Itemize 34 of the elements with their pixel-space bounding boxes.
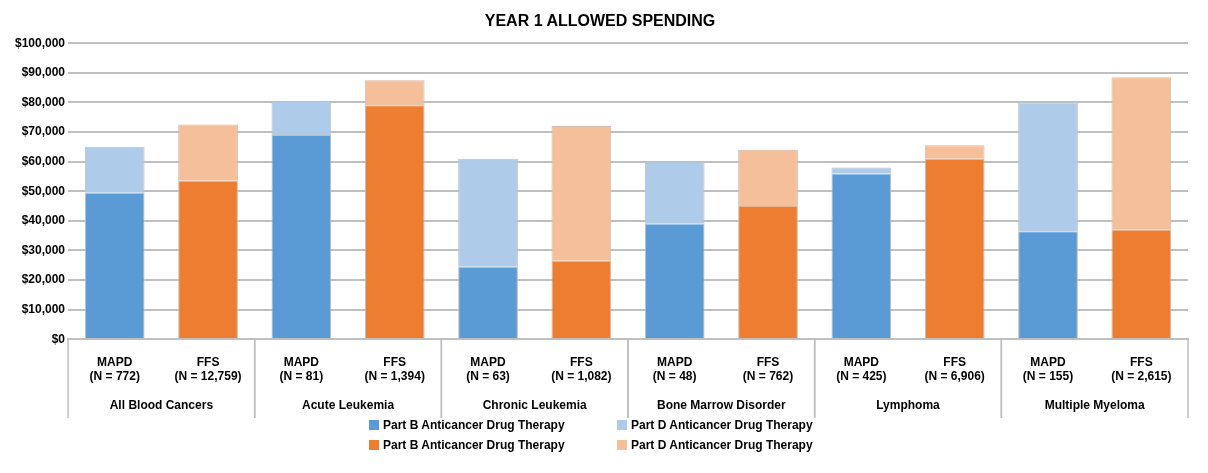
y-tick-label: $50,000 — [21, 183, 66, 198]
y-tick-label: $80,000 — [21, 94, 66, 109]
y-tick-label: $60,000 — [21, 153, 66, 168]
x-tick-label: MAPD (N = 63) — [466, 354, 510, 384]
x-tick-label: MAPD (N = 155) — [1022, 354, 1074, 384]
y-tick-label: $10,000 — [21, 301, 66, 316]
x-tick-label: FFS (N = 12,759) — [174, 354, 242, 384]
x-tick-label: MAPD (N = 81) — [279, 354, 324, 384]
x-tick-label: FFS (N = 6,906) — [924, 354, 985, 384]
x-tick-label: FFS (N = 2,615) — [1111, 354, 1172, 384]
legend-label: Part D Anticancer Drug Therapy — [631, 418, 813, 432]
legend-label: Part B Anticancer Drug Therapy — [383, 418, 565, 432]
chart-title: YEAR 1 ALLOWED SPENDING — [484, 12, 716, 30]
y-tick-label: $0 — [51, 331, 66, 346]
legend-label: Part B Anticancer Drug Therapy — [383, 438, 565, 452]
y-tick-label: $30,000 — [21, 242, 66, 257]
text: Chronic Leukemia — [482, 398, 588, 413]
text: Lymphoma — [876, 398, 941, 413]
x-tick-label: FFS (N = 1,082) — [551, 354, 612, 384]
y-tick-label: $90,000 — [21, 65, 66, 80]
text: All Blood Cancers — [109, 398, 214, 413]
legend-label: Part D Anticancer Drug Therapy — [631, 438, 813, 452]
y-tick-label: $20,000 — [21, 272, 66, 287]
x-tick-label: MAPD (N = 772) — [89, 354, 140, 384]
x-tick-label: MAPD (N = 425) — [836, 354, 887, 384]
x-tick-label: FFS (N = 1,394) — [364, 354, 425, 384]
x-tick-label: FFS (N = 762) — [742, 354, 794, 384]
x-tick-label: MAPD (N = 48) — [652, 354, 697, 384]
y-tick-label: $70,000 — [21, 124, 66, 139]
y-tick-label: $100,000 — [14, 35, 66, 50]
text: Multiple Myeloma — [1044, 398, 1145, 413]
text: Bone Marrow Disorder — [657, 398, 787, 413]
y-tick-label: $40,000 — [21, 213, 66, 228]
text: Acute Leukemia — [302, 398, 395, 413]
